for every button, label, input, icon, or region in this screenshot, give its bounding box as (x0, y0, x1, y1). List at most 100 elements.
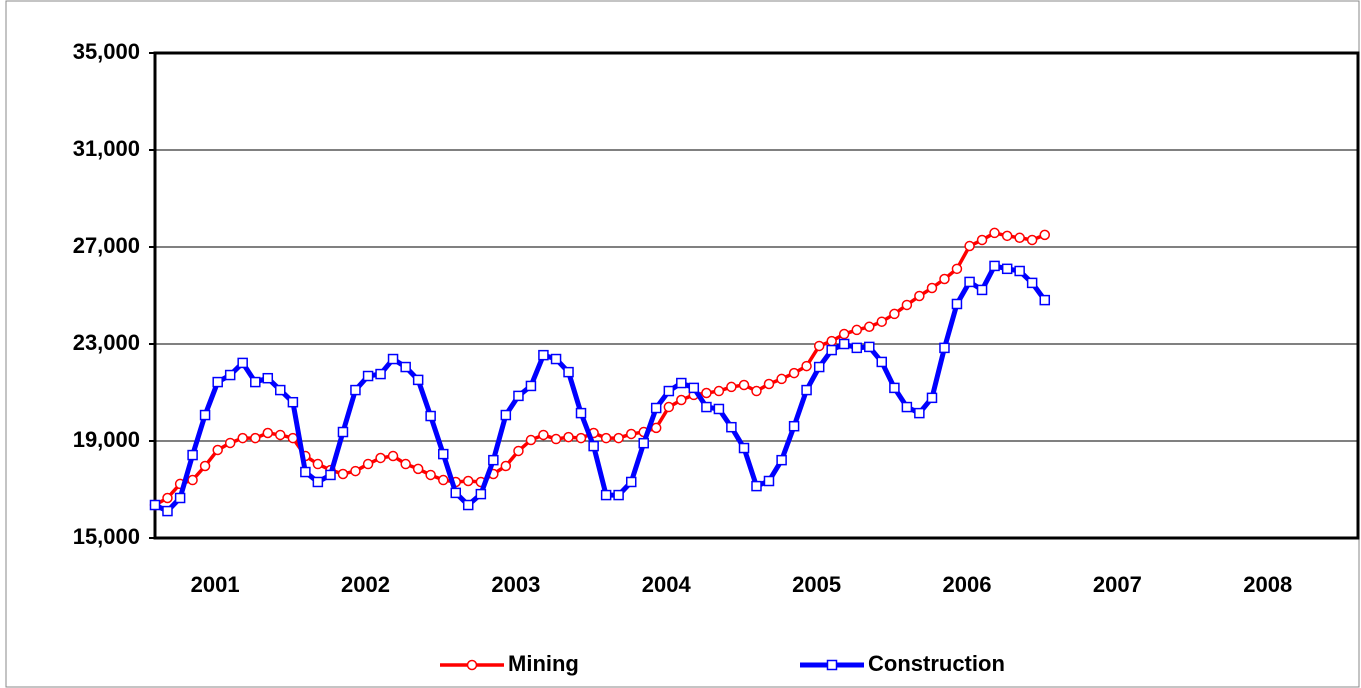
x-tick-label: 2006 (943, 572, 992, 597)
point (638, 437, 649, 449)
point (450, 487, 461, 499)
point (287, 396, 299, 408)
point (776, 373, 787, 385)
point (726, 421, 737, 433)
point (1039, 229, 1051, 241)
point (563, 366, 574, 378)
point (237, 432, 248, 444)
point (701, 387, 712, 399)
point (187, 449, 198, 461)
point (199, 409, 211, 421)
point (613, 432, 624, 444)
point (763, 378, 775, 390)
point (600, 489, 612, 501)
point (375, 368, 386, 380)
point (851, 324, 863, 336)
point (1039, 294, 1051, 306)
point (500, 409, 512, 421)
y-tick-label: 31,000 (73, 136, 140, 161)
point (199, 460, 211, 472)
point (237, 357, 248, 369)
y-tick-label: 19,000 (73, 427, 140, 452)
point (763, 475, 775, 487)
point (550, 353, 562, 365)
point (826, 344, 837, 356)
legend-marker (466, 659, 478, 671)
y-tick-label: 35,000 (73, 39, 140, 64)
point (350, 465, 361, 477)
point (751, 480, 762, 492)
point (650, 402, 662, 414)
point (976, 284, 988, 296)
point (926, 282, 938, 294)
point (462, 499, 474, 511)
point (174, 492, 186, 504)
point (425, 469, 436, 481)
point (663, 385, 675, 397)
point (813, 340, 825, 352)
plot-area (153, 51, 1360, 540)
point (951, 263, 963, 275)
x-tick-label: 2007 (1093, 572, 1142, 597)
point (438, 474, 449, 486)
point (525, 380, 537, 392)
point (387, 450, 399, 462)
point (1014, 232, 1025, 244)
point (701, 401, 712, 413)
point (650, 422, 662, 434)
point (275, 384, 286, 396)
point (713, 403, 725, 415)
point (412, 463, 424, 475)
point (212, 444, 223, 456)
point (312, 476, 324, 488)
point (400, 361, 411, 373)
point (500, 460, 512, 472)
point (412, 374, 424, 386)
point (475, 488, 487, 500)
point (488, 454, 499, 466)
point (588, 440, 599, 452)
point (300, 466, 311, 478)
point (212, 376, 223, 388)
point (751, 385, 762, 397)
point (287, 432, 299, 444)
point (676, 377, 687, 389)
point (1026, 234, 1038, 246)
point (538, 349, 549, 361)
point (250, 432, 261, 444)
y-tick-label: 27,000 (73, 233, 140, 258)
point (813, 361, 825, 373)
point (362, 458, 374, 470)
point (901, 299, 913, 311)
point (851, 342, 863, 354)
point (939, 273, 950, 285)
point (1001, 263, 1013, 275)
point (713, 385, 725, 397)
point (838, 338, 850, 350)
point (951, 298, 963, 310)
point (1001, 230, 1013, 242)
point (438, 448, 449, 460)
point (575, 432, 587, 444)
point (889, 382, 900, 394)
point (776, 454, 787, 466)
point (362, 370, 374, 382)
point (538, 429, 549, 441)
point (663, 401, 675, 413)
point (187, 474, 198, 486)
point (864, 321, 875, 333)
point (337, 468, 349, 480)
point (625, 428, 637, 440)
point (350, 384, 361, 396)
y-tick-label: 23,000 (73, 330, 140, 355)
point (575, 407, 587, 419)
x-tick-label: 2004 (642, 572, 692, 597)
point (525, 434, 537, 446)
point (914, 290, 925, 302)
point (738, 442, 750, 454)
point (262, 372, 274, 384)
point (425, 410, 436, 422)
point (939, 342, 950, 354)
point (826, 335, 837, 347)
